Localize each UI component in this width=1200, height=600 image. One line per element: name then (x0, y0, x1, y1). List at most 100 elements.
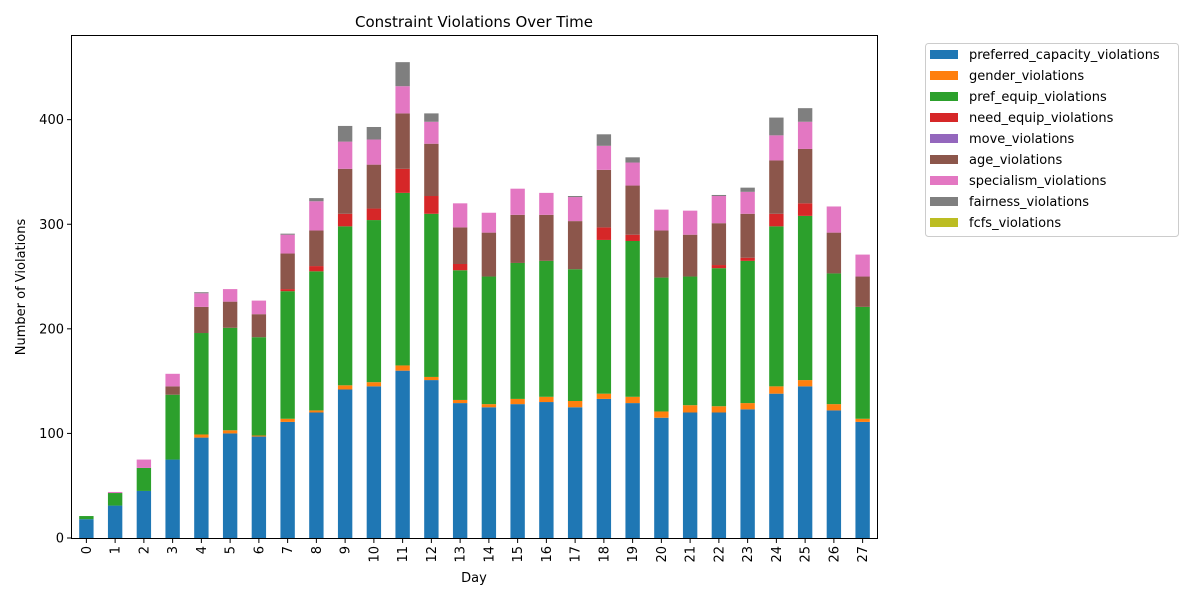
bar-specialism_violations-day-4 (194, 293, 209, 307)
bar-fairness_violations-day-12 (424, 113, 439, 122)
bar-fairness_violations-day-11 (395, 62, 410, 87)
bar-specialism_violations-day-10 (366, 139, 382, 165)
x-tick-label: 10 (367, 546, 382, 563)
bar-age_violations-day-6 (251, 314, 267, 338)
legend-swatch-pref_equip_violations (930, 92, 958, 101)
bar-need_equip_violations-day-18 (596, 227, 612, 240)
x-tick-label: 6 (252, 546, 267, 554)
x-tick-label: 22 (712, 546, 727, 563)
bar-pref_equip_violations-day-18 (596, 239, 612, 394)
bar-specialism_violations-day-11 (395, 86, 410, 114)
bar-preferred_capacity_violations-day-14 (481, 407, 497, 538)
bar-preferred_capacity_violations-day-5 (222, 433, 238, 538)
bar-age_violations-day-10 (366, 164, 382, 209)
bar-pref_equip_violations-day-6 (251, 337, 267, 436)
x-axis: 0 1 2 3 4 5 6 7 8 9 10 11 12 13 14 15 16 17 18 19 20 21 22 23 24… (80, 538, 871, 563)
bar-pref_equip_violations-day-20 (654, 277, 669, 412)
bar-age_violations-day-25 (797, 148, 813, 204)
bar-specialism_violations-day-8 (309, 201, 324, 231)
x-tick-label: 16 (540, 546, 555, 563)
bar-gender_violations-day-16 (539, 396, 554, 403)
x-tick-label: 9 (339, 546, 354, 554)
bar-fairness_violations-day-18 (596, 134, 612, 146)
bar-fairness_violations-day-10 (366, 126, 382, 140)
bar-pref_equip_violations-day-17 (567, 269, 583, 401)
bar-pref_equip_violations-day-5 (222, 327, 238, 431)
bar-gender_violations-day-18 (596, 393, 612, 399)
bar-gender_violations-day-6 (251, 435, 267, 437)
legend: preferred_capacity_violations gender_viol… (925, 43, 1179, 237)
bar-specialism_violations-day-17 (567, 197, 583, 222)
legend-swatch-need_equip_violations (930, 113, 958, 122)
bar-need_equip_violations-day-9 (337, 213, 353, 227)
bar-specialism_violations-day-7 (280, 234, 295, 254)
bar-specialism_violations-day-15 (510, 188, 525, 215)
bar-age_violations-day-16 (539, 214, 554, 261)
bar-gender_violations-day-8 (309, 410, 324, 413)
bar-age_violations-day-4 (194, 306, 209, 334)
bar-specialism_violations-day-9 (337, 141, 353, 169)
x-tick-label: 26 (827, 546, 842, 563)
bar-fairness_violations-day-22 (711, 194, 727, 197)
bar-specialism_violations-day-16 (539, 192, 554, 215)
legend-frame (925, 43, 1179, 237)
bar-gender_violations-day-22 (711, 406, 727, 413)
legend-label-preferred_capacity_violations: preferred_capacity_violations (969, 48, 1160, 63)
bar-pref_equip_violations-day-2 (136, 467, 152, 491)
bar-gender_violations-day-14 (481, 404, 497, 408)
bar-pref_equip_violations-day-8 (309, 271, 324, 411)
bar-preferred_capacity_violations-day-24 (769, 393, 784, 538)
x-tick-label: 18 (597, 546, 612, 563)
bar-preferred_capacity_violations-day-10 (366, 386, 382, 538)
bar-gender_violations-day-4 (194, 434, 209, 438)
bar-gender_violations-day-12 (424, 376, 439, 381)
y-tick-label: 200 (39, 322, 64, 337)
x-tick-label: 1 (109, 546, 124, 554)
bar-pref_equip_violations-day-7 (280, 291, 295, 419)
bar-pref_equip_violations-day-23 (740, 260, 755, 404)
x-tick-label: 23 (741, 546, 756, 563)
bar-age_violations-day-9 (337, 168, 353, 214)
bar-pref_equip_violations-day-26 (826, 273, 842, 405)
bar-specialism_violations-day-26 (826, 206, 842, 233)
y-tick-label: 300 (39, 218, 64, 233)
bar-need_equip_violations-day-13 (452, 263, 468, 271)
bar-specialism_violations-day-3 (165, 373, 180, 387)
bar-need_equip_violations-day-7 (280, 289, 295, 292)
x-tick-label: 21 (684, 546, 699, 563)
bar-age_violations-day-26 (826, 232, 842, 274)
x-tick-label: 8 (310, 546, 325, 554)
bar-fairness_violations-day-24 (769, 117, 784, 136)
bar-preferred_capacity_violations-day-25 (797, 386, 813, 538)
x-tick-label: 11 (396, 546, 411, 563)
x-tick-label: 5 (224, 546, 239, 554)
bar-pref_equip_violations-day-25 (797, 215, 813, 381)
bar-specialism_violations-day-5 (222, 289, 238, 302)
legend-label-pref_equip_violations: pref_equip_violations (969, 90, 1107, 105)
bar-preferred_capacity_violations-day-0 (79, 519, 94, 538)
legend-swatch-fairness_violations (930, 197, 958, 206)
bar-preferred_capacity_violations-day-6 (251, 436, 267, 538)
bar-pref_equip_violations-day-1 (107, 493, 123, 506)
bar-pref_equip_violations-day-22 (711, 268, 727, 407)
legend-label-specialism_violations: specialism_violations (969, 174, 1107, 189)
bar-age_violations-day-15 (510, 214, 525, 263)
x-tick-label: 0 (80, 546, 95, 554)
bar-pref_equip_violations-day-11 (395, 192, 410, 366)
bar-preferred_capacity_violations-day-20 (654, 417, 669, 538)
plot-frame (71, 35, 878, 539)
bar-need_equip_violations-day-12 (424, 196, 439, 214)
bar-need_equip_violations-day-24 (769, 213, 784, 227)
bar-fairness_violations-day-9 (337, 125, 353, 142)
bar-specialism_violations-day-20 (654, 209, 669, 231)
bar-age_violations-day-24 (769, 160, 784, 214)
bar-specialism_violations-day-19 (625, 162, 640, 186)
legend-label-fcfs_violations: fcfs_violations (969, 216, 1061, 231)
bar-pref_equip_violations-day-21 (682, 276, 698, 406)
bar-specialism_violations-day-1 (107, 491, 123, 494)
x-tick-label: 4 (195, 546, 210, 554)
bar-age_violations-day-14 (481, 232, 497, 277)
x-tick-label: 3 (166, 546, 181, 554)
bar-pref_equip_violations-day-16 (539, 260, 554, 397)
legend-label-move_violations: move_violations (969, 132, 1075, 147)
